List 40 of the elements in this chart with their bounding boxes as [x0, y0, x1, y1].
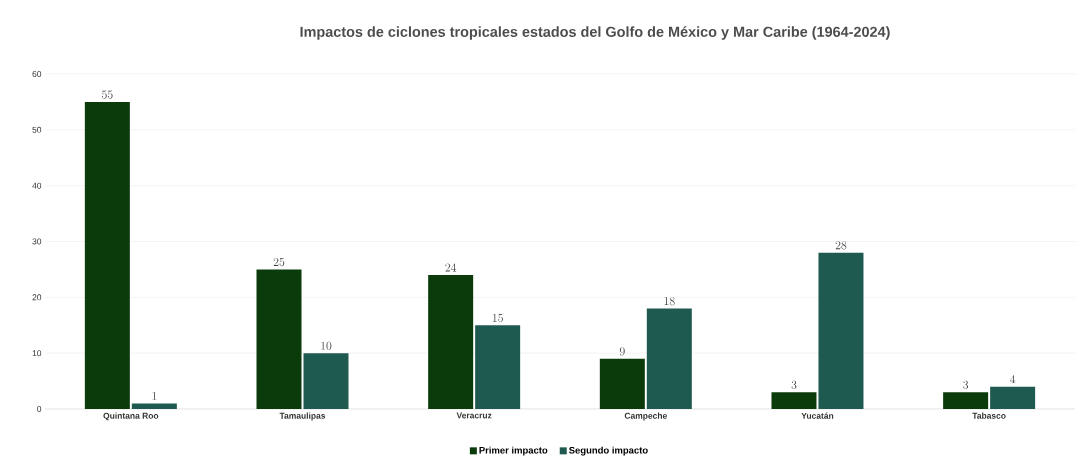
x-tick-label: Tamaulipas: [279, 412, 326, 421]
y-tick-label: 60: [32, 70, 42, 77]
bar: [131, 403, 177, 409]
data-label: 4: [1010, 375, 1016, 384]
data-label: 24: [445, 263, 457, 272]
data-label: 1: [152, 391, 157, 400]
bar: [475, 325, 521, 409]
bar: [256, 269, 302, 409]
bar: [646, 308, 692, 409]
data-label: 55: [102, 90, 113, 99]
x-tick-label: Tabasco: [972, 412, 1006, 419]
y-tick-label: 50: [32, 126, 42, 133]
y-tick-label: 0: [37, 405, 42, 412]
data-label: 3: [791, 380, 797, 389]
x-tick-label: Yucatán: [801, 412, 834, 419]
bar: [771, 392, 817, 409]
data-label: 18: [664, 297, 675, 306]
data-label: 10: [321, 341, 332, 350]
x-tick-label: Quintana Roo: [103, 412, 159, 421]
bar: [943, 392, 989, 409]
x-tick-label: Campeche: [624, 412, 667, 421]
x-tick-label: Veracruz: [456, 412, 492, 419]
data-label: 9: [619, 347, 625, 356]
y-tick-label: 40: [32, 182, 42, 189]
data-label: 25: [273, 257, 285, 267]
data-label: 28: [835, 241, 847, 250]
data-label: 15: [492, 313, 503, 322]
legend-label: Primer impacto: [479, 446, 548, 456]
bar: [428, 274, 474, 409]
bar: [303, 353, 349, 409]
bar: [599, 358, 645, 409]
bar: [818, 252, 864, 409]
bar: [84, 101, 130, 409]
bar: [990, 386, 1036, 409]
y-tick-label: 20: [32, 294, 42, 301]
y-tick-label: 30: [32, 238, 42, 245]
y-tick-label: 10: [32, 350, 42, 357]
chart-title: Impactos de ciclones tropicales estados del Golfo de México y Mar Caribe (1964-2024): [300, 26, 890, 40]
legend-label: Segundo impacto: [569, 446, 648, 456]
data-label: 3: [963, 380, 969, 389]
